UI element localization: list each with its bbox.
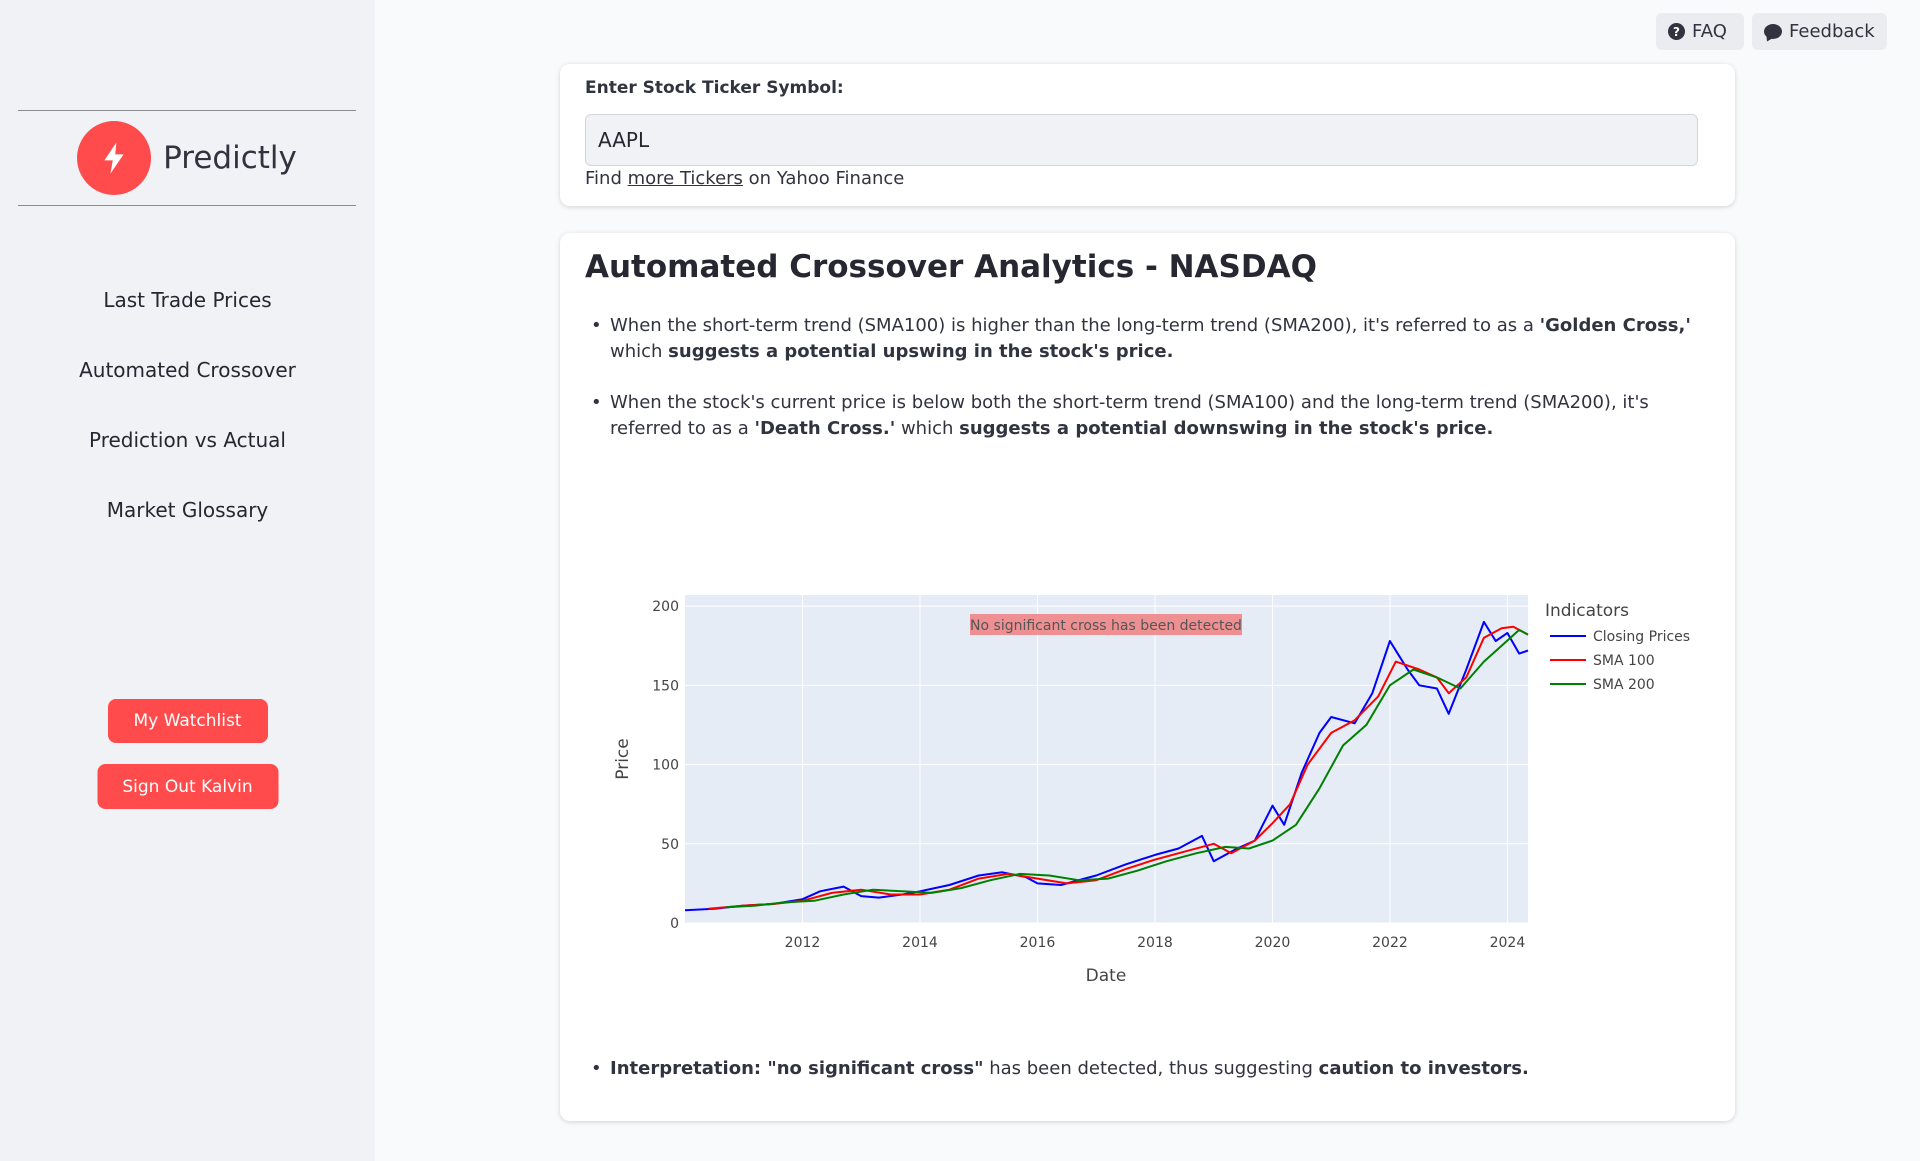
nav-market-glossary[interactable]: Market Glossary xyxy=(106,498,269,522)
sidebar: Predictly Last Trade Prices Automated Cr… xyxy=(0,0,375,1161)
grid-lines xyxy=(685,595,1528,924)
ticker-help: Find more Tickers on Yahoo Finance xyxy=(585,168,904,189)
crossover-chart[interactable]: 0 50 100 150 200 2012 2014 2016 2018 2020 2022 202… xyxy=(585,470,1711,1030)
legend: Closing Prices SMA 100 SMA 200 xyxy=(1550,629,1690,693)
x-tick-label: 2024 xyxy=(1490,935,1526,951)
y-tick-label: 100 xyxy=(652,758,679,774)
b2-text: When the stock's current price is below … xyxy=(610,392,1649,439)
b2-term: 'Death Cross.' xyxy=(754,418,896,439)
legend-item-label: Closing Prices xyxy=(1593,629,1690,645)
y-tick-label: 200 xyxy=(652,599,679,615)
plot-area xyxy=(685,595,1528,923)
brand-name: Predictly xyxy=(163,140,297,176)
faq-button[interactable]: ? FAQ xyxy=(1656,13,1744,50)
series-line-sma-100 xyxy=(708,625,1529,910)
y-tick-label: 150 xyxy=(652,678,679,694)
annotation-box xyxy=(970,614,1242,635)
interp-text: has been detected, thus suggesting xyxy=(983,1058,1319,1079)
legend-title: Indicators xyxy=(1545,601,1629,621)
interp-conclusion: caution to investors. xyxy=(1318,1058,1529,1079)
annotation-text: No significant cross has been detected xyxy=(970,618,1242,634)
ticker-label: Enter Stock Ticker Symbol: xyxy=(585,78,844,98)
interp-term: Interpretation: "no significant cross" xyxy=(610,1058,984,1079)
b1-term: 'Golden Cross,' xyxy=(1539,315,1691,336)
nav-last-trade-prices[interactable]: Last Trade Prices xyxy=(103,288,272,312)
chat-bubble-icon xyxy=(1764,24,1782,39)
nav-automated-crossover[interactable]: Automated Crossover xyxy=(79,358,296,382)
series-line-closing-prices xyxy=(684,620,1529,912)
lightning-bolt-icon xyxy=(77,121,152,195)
brand: Predictly xyxy=(18,110,356,206)
sidebar-nav: Last Trade Prices Automated Crossover Pr… xyxy=(0,265,375,545)
more-tickers-link[interactable]: more Tickers xyxy=(627,168,743,189)
x-tick-label: 2022 xyxy=(1372,935,1408,951)
golden-cross-explanation: When the short-term trend (SMA100) is hi… xyxy=(585,313,1710,365)
y-tick-label: 50 xyxy=(661,837,679,853)
question-circle-icon: ? xyxy=(1668,23,1685,40)
ticker-input[interactable] xyxy=(585,114,1698,166)
x-axis-ticks: 2012 2014 2016 2018 2020 2022 2024 xyxy=(785,935,1526,951)
ticker-card: Enter Stock Ticker Symbol: Find more Tic… xyxy=(560,64,1735,206)
death-cross-explanation: When the stock's current price is below … xyxy=(585,390,1710,442)
y-axis-ticks: 0 50 100 150 200 xyxy=(652,599,679,932)
series-line-sma-200 xyxy=(726,628,1529,909)
interpretation-bullet: Interpretation: "no significant cross" h… xyxy=(585,1056,1710,1082)
help-suffix: on Yahoo Finance xyxy=(742,168,905,189)
b1-conclusion: suggests a potential upswing in the stoc… xyxy=(668,341,1174,362)
x-tick-label: 2016 xyxy=(1020,935,1056,951)
legend-item-label: SMA 200 xyxy=(1593,677,1655,693)
help-prefix: Find xyxy=(585,168,628,189)
x-tick-label: 2012 xyxy=(785,935,821,951)
series-lines xyxy=(684,620,1529,912)
x-axis-title: Date xyxy=(1086,966,1127,986)
x-tick-label: 2014 xyxy=(902,935,938,951)
analysis-title: Automated Crossover Analytics - NASDAQ xyxy=(585,249,1317,285)
interpretation: Interpretation: "no significant cross" h… xyxy=(585,1056,1710,1107)
chart-svg[interactable]: 0 50 100 150 200 2012 2014 2016 2018 2020 2022 202… xyxy=(585,470,1711,1030)
crossover-card: Automated Crossover Analytics - NASDAQ W… xyxy=(560,233,1735,1121)
my-watchlist-button[interactable]: My Watchlist xyxy=(107,699,268,743)
y-tick-label: 0 xyxy=(670,916,679,932)
sign-out-button[interactable]: Sign Out Kalvin xyxy=(97,764,278,809)
b2-conclusion: suggests a potential downswing in the st… xyxy=(959,418,1494,439)
b1-text: When the short-term trend (SMA100) is hi… xyxy=(610,315,1540,336)
y-axis-title: Price xyxy=(613,738,633,779)
faq-label: FAQ xyxy=(1692,21,1727,42)
x-tick-label: 2018 xyxy=(1137,935,1173,951)
b1-which: which xyxy=(610,341,669,362)
b2-which: which xyxy=(895,418,960,439)
nav-prediction-vs-actual[interactable]: Prediction vs Actual xyxy=(89,428,286,452)
x-tick-label: 2020 xyxy=(1255,935,1291,951)
explanation-list: When the short-term trend (SMA100) is hi… xyxy=(585,313,1710,467)
legend-item-label: SMA 100 xyxy=(1593,653,1655,669)
feedback-label: Feedback xyxy=(1789,21,1875,42)
feedback-button[interactable]: Feedback xyxy=(1752,13,1887,50)
